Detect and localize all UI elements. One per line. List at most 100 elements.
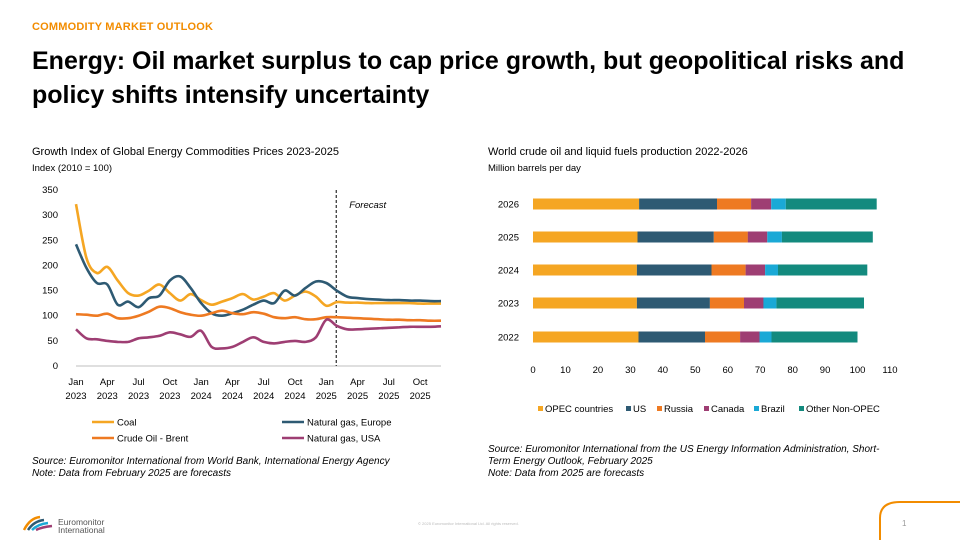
x-tick-year-24: 2025 <box>316 391 337 402</box>
bar-2024-5 <box>778 264 868 276</box>
x-tick-label-0: 0 <box>530 365 535 376</box>
x-tick-month-33: Oct <box>413 377 428 388</box>
legend-swatch-1 <box>626 406 631 411</box>
right-chart-source-line1: Source: Euromonitor International from t… <box>488 444 880 455</box>
x-tick-label-50: 50 <box>690 365 701 376</box>
x-tick-month-12: Jan <box>193 377 208 388</box>
left-chart-subtitle: Index (2010 = 100) <box>32 163 113 174</box>
bar-2022-1 <box>638 331 705 343</box>
x-tick-label-30: 30 <box>625 365 636 376</box>
y-tick-label-0: 0 <box>53 361 58 372</box>
legend-swatch-4 <box>754 406 759 411</box>
series-line-1 <box>74 243 442 317</box>
x-tick-year-9: 2023 <box>159 391 180 402</box>
x-tick-label-90: 90 <box>820 365 831 376</box>
bar-2026-5 <box>785 198 877 210</box>
y-tick-label-250: 250 <box>42 235 58 246</box>
bar-2024-1 <box>636 264 712 276</box>
x-tick-label-70: 70 <box>755 365 766 376</box>
page-number: 1 <box>902 519 907 528</box>
x-tick-month-9: Oct <box>162 377 177 388</box>
legend-label-2: Russia <box>664 404 694 415</box>
y-tick-label-50: 50 <box>47 336 58 347</box>
x-tick-year-33: 2025 <box>410 391 431 402</box>
series-line-0 <box>74 203 441 308</box>
forecast-label: Forecast <box>349 200 386 211</box>
bar-2024-2 <box>711 264 746 276</box>
x-tick-month-18: Jul <box>258 377 270 388</box>
section-kicker: COMMODITY MARKET OUTLOOK <box>32 21 214 33</box>
x-tick-month-21: Oct <box>288 377 303 388</box>
bar-2025-3 <box>747 231 768 243</box>
legend-label-1: Natural gas, Europe <box>307 418 392 429</box>
legend-label-3: Canada <box>711 404 745 415</box>
legend-label-2: Crude Oil - Brent <box>117 434 189 445</box>
bar-2025-5 <box>781 231 873 243</box>
line-chart: 0 50 100 150 200 250 300 350 Jan 2023 Apr 2023 Jul 20… <box>42 185 442 445</box>
right-chart-source-line2: Term Energy Outlook, February 2025 <box>488 456 653 467</box>
bar-2023-0 <box>533 297 637 309</box>
bar-2026-0 <box>533 198 640 210</box>
footer-accent-curve <box>879 501 960 540</box>
right-chart-subtitle: Million barrels per day <box>488 163 581 174</box>
y-tick-label-100: 100 <box>42 311 58 322</box>
bar-2022-4 <box>759 331 772 343</box>
bar-2022-2 <box>705 331 741 343</box>
x-tick-year-30: 2025 <box>378 391 399 402</box>
x-tick-label-20: 20 <box>593 365 604 376</box>
x-tick-year-3: 2023 <box>97 391 118 402</box>
left-chart-title: Growth Index of Global Energy Commoditie… <box>32 146 339 158</box>
x-tick-month-6: Jul <box>132 377 144 388</box>
left-chart-source: Source: Euromonitor International from W… <box>32 456 390 467</box>
legend-swatch-2 <box>657 406 662 411</box>
x-tick-year-0: 2023 <box>65 391 86 402</box>
bar-2024-3 <box>745 264 766 276</box>
right-chart-note: Note: Data from 2025 are forecasts <box>488 468 645 479</box>
series-line-3 <box>75 318 442 351</box>
legend-swatch-5 <box>799 406 804 411</box>
x-tick-label-80: 80 <box>787 365 798 376</box>
category-label-2025: 2025 <box>498 233 519 244</box>
right-chart-title: World crude oil and liquid fuels product… <box>488 146 748 158</box>
category-label-2026: 2026 <box>498 200 519 211</box>
bar-2023-4 <box>763 297 777 309</box>
euromonitor-logo-icon <box>22 515 53 532</box>
bar-2023-5 <box>776 297 864 309</box>
x-tick-month-30: Jul <box>383 377 395 388</box>
category-label-2023: 2023 <box>498 299 519 310</box>
copyright-text: © 2025 Euromonitor International Ltd. Al… <box>418 521 519 526</box>
x-tick-month-24: Jan <box>319 377 334 388</box>
legend-label-0: Coal <box>117 418 137 429</box>
x-tick-year-18: 2024 <box>253 391 274 402</box>
x-tick-label-60: 60 <box>722 365 733 376</box>
bar-2022-5 <box>771 331 858 343</box>
bar-2023-2 <box>709 297 744 309</box>
bar-2026-4 <box>771 198 786 210</box>
x-tick-month-27: Apr <box>350 377 365 388</box>
x-tick-year-12: 2024 <box>191 391 212 402</box>
series-line-2 <box>75 305 442 323</box>
bar-2025-1 <box>637 231 714 243</box>
bar-2024-4 <box>765 264 779 276</box>
x-tick-label-100: 100 <box>850 365 866 376</box>
y-tick-label-150: 150 <box>42 286 58 297</box>
page-title: Energy: Oil market surplus to cap price … <box>32 47 905 109</box>
bar-2026-2 <box>717 198 752 210</box>
category-label-2022: 2022 <box>498 333 519 344</box>
legend-label-1: US <box>633 404 646 415</box>
y-tick-label-200: 200 <box>42 260 58 271</box>
bar-2023-1 <box>636 297 710 309</box>
x-tick-month-3: Apr <box>100 377 115 388</box>
category-label-2024: 2024 <box>498 266 519 277</box>
bar-2026-3 <box>751 198 772 210</box>
x-tick-label-110: 110 <box>882 365 897 376</box>
bar-2022-0 <box>533 331 639 343</box>
bar-2025-4 <box>767 231 782 243</box>
bar-2022-3 <box>740 331 760 343</box>
bar-2024-0 <box>533 264 637 276</box>
legend-label-3: Natural gas, USA <box>307 434 381 445</box>
left-chart-note: Note: Data from February 2025 are foreca… <box>32 468 231 479</box>
legend-label-5: Other Non-OPEC <box>806 404 880 415</box>
x-tick-year-21: 2024 <box>284 391 305 402</box>
x-tick-month-15: Apr <box>225 377 240 388</box>
